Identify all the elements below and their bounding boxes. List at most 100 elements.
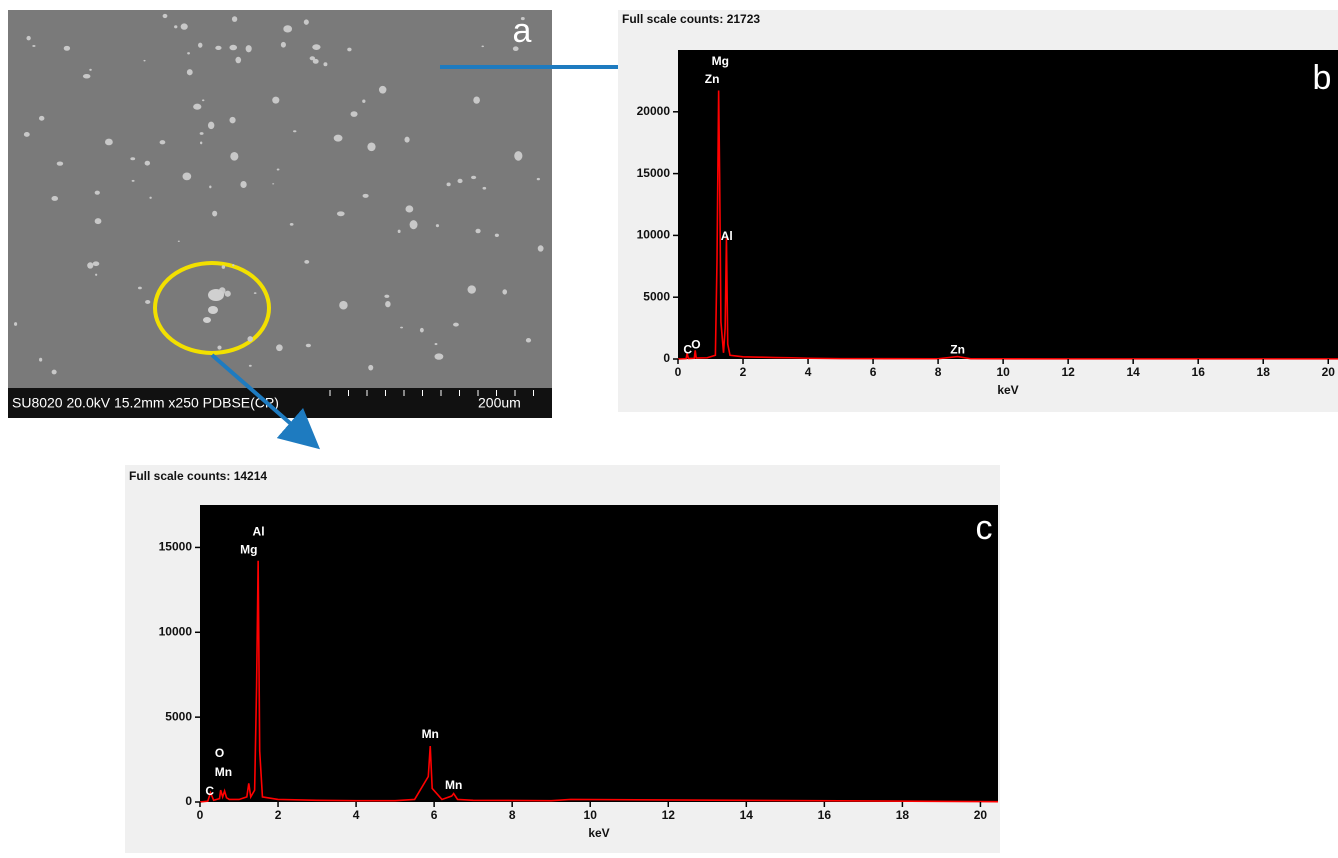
particle bbox=[198, 43, 202, 48]
peak-label: Mn bbox=[422, 727, 439, 741]
particle bbox=[230, 152, 238, 161]
particle bbox=[526, 338, 531, 342]
particle bbox=[163, 14, 168, 18]
particle bbox=[351, 111, 358, 117]
particle bbox=[272, 97, 279, 104]
x-tick-label: 12 bbox=[662, 808, 676, 822]
y-tick-label: 0 bbox=[663, 351, 670, 365]
particle bbox=[249, 365, 252, 367]
chart-title: Full scale counts: 14214 bbox=[129, 469, 267, 483]
particle bbox=[32, 45, 35, 47]
particle bbox=[312, 44, 320, 50]
particle bbox=[367, 142, 375, 151]
particle bbox=[313, 59, 319, 64]
particle bbox=[290, 223, 294, 226]
x-tick-label: 18 bbox=[896, 808, 910, 822]
panel-label: b bbox=[1313, 59, 1332, 97]
particle bbox=[95, 191, 100, 195]
particle bbox=[57, 162, 63, 166]
sem-scale: 200um bbox=[478, 395, 521, 411]
particle bbox=[334, 135, 343, 142]
particle bbox=[187, 69, 193, 75]
particle bbox=[215, 46, 221, 50]
particle bbox=[178, 241, 180, 242]
particle bbox=[193, 104, 201, 110]
particle bbox=[229, 117, 235, 124]
x-tick-label: 14 bbox=[740, 808, 754, 822]
particle bbox=[232, 264, 234, 266]
particle bbox=[537, 178, 540, 180]
particle bbox=[87, 262, 93, 268]
y-tick-label: 20000 bbox=[637, 104, 671, 118]
particle bbox=[232, 16, 237, 22]
particle bbox=[217, 346, 221, 350]
y-tick-label: 15000 bbox=[159, 540, 193, 554]
particle bbox=[436, 224, 439, 227]
x-tick-label: 2 bbox=[740, 365, 747, 379]
particle bbox=[130, 157, 135, 160]
particle bbox=[208, 122, 214, 129]
particle bbox=[95, 274, 97, 276]
particle bbox=[502, 289, 507, 294]
x-tick-label: 6 bbox=[431, 808, 438, 822]
peak-label: Mn bbox=[215, 765, 232, 779]
particle bbox=[400, 327, 403, 329]
x-tick-label: 16 bbox=[818, 808, 832, 822]
particle bbox=[398, 230, 401, 233]
particle bbox=[52, 370, 57, 375]
particle bbox=[467, 285, 475, 293]
x-tick-label: 8 bbox=[509, 808, 516, 822]
particle bbox=[495, 234, 499, 237]
particle bbox=[51, 196, 58, 201]
particle bbox=[24, 132, 30, 137]
particle bbox=[276, 344, 283, 351]
particle bbox=[277, 168, 280, 170]
particle bbox=[304, 260, 309, 264]
particle bbox=[200, 142, 202, 145]
sem-image: SU8020 20.0kV 15.2mm x250 PDBSE(CP) 200u… bbox=[8, 10, 552, 418]
particle bbox=[254, 292, 257, 294]
particle bbox=[225, 291, 231, 297]
plot-area bbox=[678, 50, 1338, 359]
particle bbox=[283, 25, 292, 32]
particle bbox=[202, 99, 204, 101]
particle bbox=[368, 365, 373, 371]
x-tick-label: 0 bbox=[197, 808, 204, 822]
particle bbox=[145, 300, 150, 304]
particle bbox=[337, 211, 345, 216]
particle bbox=[208, 289, 224, 301]
x-tick-label: 10 bbox=[584, 808, 598, 822]
particle bbox=[306, 344, 311, 347]
x-tick-label: 18 bbox=[1257, 365, 1271, 379]
peak-label: C bbox=[205, 784, 214, 798]
particle bbox=[149, 197, 151, 199]
x-tick-label: 4 bbox=[805, 365, 812, 379]
particle bbox=[203, 317, 211, 323]
particle bbox=[89, 69, 92, 71]
panel-label: c bbox=[976, 509, 993, 547]
particle bbox=[420, 328, 424, 333]
particle bbox=[187, 52, 190, 54]
particle bbox=[160, 140, 166, 144]
particle bbox=[481, 46, 484, 48]
x-tick-label: 0 bbox=[675, 365, 682, 379]
particle bbox=[39, 116, 44, 121]
particle bbox=[229, 45, 237, 51]
peak-label: Al bbox=[253, 524, 265, 538]
x-tick-label: 20 bbox=[1322, 365, 1336, 379]
x-axis-label: keV bbox=[997, 383, 1018, 397]
y-tick-label: 10000 bbox=[637, 228, 671, 242]
particle bbox=[475, 229, 480, 234]
peak-label: O bbox=[215, 746, 224, 760]
particle bbox=[39, 358, 42, 362]
particle bbox=[513, 46, 519, 51]
particle bbox=[410, 220, 418, 229]
particle bbox=[473, 96, 480, 103]
particle bbox=[362, 99, 365, 102]
eds-chart: Full scale counts: 14214c050001000015000… bbox=[125, 465, 1000, 853]
particle bbox=[209, 185, 211, 188]
particle bbox=[384, 295, 389, 298]
particle bbox=[93, 261, 100, 266]
peak-label: Mg bbox=[240, 542, 257, 556]
particle bbox=[304, 19, 309, 24]
